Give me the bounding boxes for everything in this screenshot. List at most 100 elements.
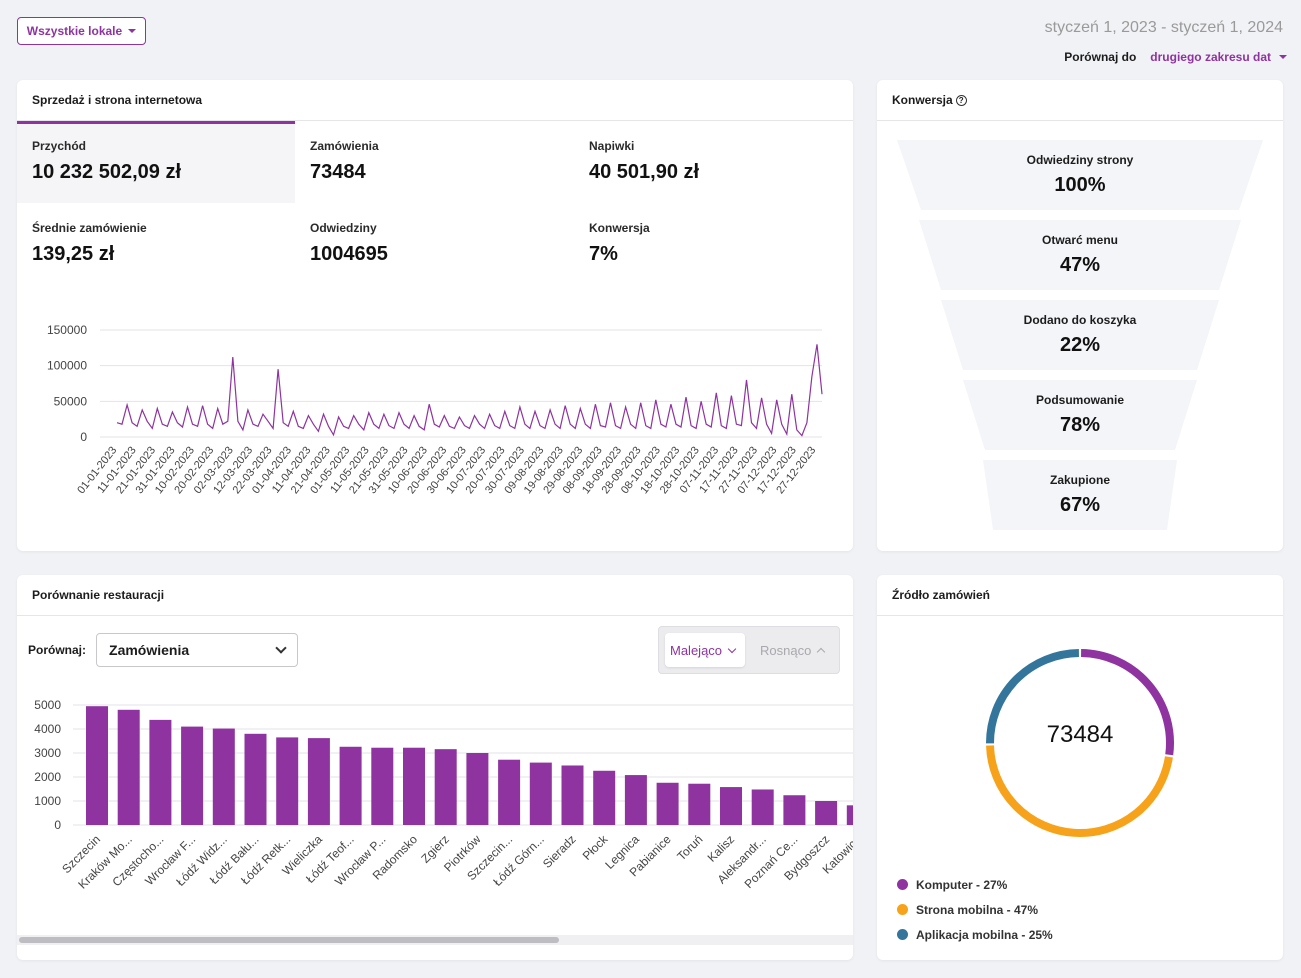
legend-label: Strona mobilna - 47% (916, 902, 1039, 917)
x-tick-label: Sieradz (540, 832, 579, 871)
funnel-step[interactable]: Odwiedziny strony 100% (877, 140, 1283, 210)
metric-tips[interactable]: Napiwki 40 501,90 zł (574, 121, 852, 203)
caret-down-icon (128, 29, 137, 33)
compare-to: Porównaj do drugiego zakresu dat (1064, 50, 1287, 64)
funnel-step-value: 78% (1059, 414, 1101, 436)
metric-label: Konwersja (589, 221, 650, 235)
bar (529, 762, 552, 825)
bar (117, 709, 140, 825)
bar (149, 719, 172, 825)
y-tick-label: 5000 (34, 698, 61, 712)
legend-dot (897, 879, 908, 890)
compare-to-value: drugiego zakresu dat (1150, 50, 1271, 64)
order-source-card: Źródło zamówień 73484 Komputer - 27% Str… (877, 575, 1283, 960)
question-circle-icon[interactable]: ? (955, 94, 967, 106)
funnel-shape (897, 140, 1263, 210)
compare-to-dropdown[interactable]: drugiego zakresu dat (1150, 50, 1287, 64)
y-tick-label: 3000 (34, 746, 61, 760)
y-tick-label: 100000 (47, 359, 87, 373)
compare-selector-row: Porównaj: Zamówienia (28, 633, 299, 667)
y-tick-label: 2000 (34, 770, 61, 784)
metric-value: 10 232 502,09 zł (32, 161, 182, 183)
metric-revenue[interactable]: Przychód 10 232 502,09 zł (17, 121, 295, 203)
funnel-step-label: Zakupione (1049, 473, 1110, 487)
funnel-step[interactable]: Zakupione 67% (877, 460, 1283, 530)
metric-value: 1004695 (310, 243, 388, 265)
funnel-step[interactable]: Podsumowanie 78% (877, 380, 1283, 450)
conversion-title: Konwersja (892, 93, 953, 107)
compare-metric-value: Zamówienia (109, 642, 190, 658)
bar (561, 765, 584, 825)
order-source-legend: Komputer - 27% Strona mobilna - 47% Apli… (897, 872, 1053, 947)
funnel-shape (941, 300, 1219, 370)
chevron-down-icon (275, 642, 287, 654)
y-tick-label: 50000 (54, 394, 88, 408)
funnel-step[interactable]: Dodano do koszyka 22% (877, 300, 1283, 370)
sales-card-title: Sprzedaż i strona internetowa (17, 80, 853, 121)
metric-visits[interactable]: Odwiedziny 1004695 (295, 203, 573, 285)
metric-value: 73484 (310, 161, 366, 183)
bar (688, 783, 711, 825)
order-source-donut-chart (986, 649, 1174, 837)
metric-value: 139,25 zł (32, 243, 115, 265)
y-tick-label: 0 (54, 818, 61, 832)
date-range[interactable]: styczeń 1, 2023 - styczeń 1, 2024 (1044, 19, 1283, 36)
metric-value: 40 501,90 zł (589, 161, 700, 183)
bar (624, 775, 647, 825)
funnel-step-value: 47% (1059, 254, 1101, 276)
metric-conversion[interactable]: Konwersja 7% (574, 203, 852, 285)
line-series (116, 344, 823, 437)
sales-card: Sprzedaż i strona internetowa Przychód 1… (17, 80, 853, 551)
order-source-card-title: Źródło zamówień (877, 575, 1283, 616)
funnel-trapezoid (983, 460, 1177, 530)
bar (751, 789, 774, 825)
bar (815, 801, 838, 825)
locations-label: Wszystkie lokale (26, 24, 123, 38)
horizontal-scrollbar[interactable] (17, 935, 853, 945)
legend-item[interactable]: Aplikacja mobilna - 25% (897, 922, 1053, 947)
bar (466, 753, 489, 825)
metric-avg-order[interactable]: Średnie zamówienie 139,25 zł (17, 203, 295, 285)
caret-down-icon (1279, 55, 1287, 59)
legend-label: Komputer - 27% (916, 877, 1008, 892)
y-tick-label: 4000 (34, 722, 61, 736)
legend-label: Aplikacja mobilna - 25% (916, 927, 1053, 942)
bar (307, 738, 330, 825)
funnel-shape (919, 220, 1241, 290)
locations-dropdown-button[interactable]: Wszystkie lokale (17, 17, 146, 45)
compare-metric-select[interactable]: Zamówienia (96, 633, 299, 667)
scrollbar-thumb[interactable] (19, 937, 559, 943)
metric-value: 7% (589, 243, 618, 265)
metric-label: Przychód (32, 139, 87, 153)
sort-ascending-button[interactable]: Rosnąco (755, 633, 829, 667)
funnel-shape (983, 460, 1177, 530)
donut-slice (1081, 649, 1174, 756)
restaurant-comparison-card: Porównanie restauracji Porównaj: Zamówie… (17, 575, 853, 960)
funnel-trapezoid (897, 140, 1263, 210)
revenue-line-chart: 15000010000050000001-01-202311-01-202321… (47, 323, 823, 496)
bar (593, 770, 616, 825)
sort-toggle: Malejąco Rosnąco (658, 626, 840, 674)
compare-label: Porównaj: (28, 643, 87, 657)
bar (846, 805, 853, 825)
legend-item[interactable]: Strona mobilna - 47% (897, 897, 1053, 922)
y-tick-label: 0 (80, 430, 87, 444)
donut-slice (986, 649, 1080, 744)
bar (498, 759, 521, 825)
bar (403, 747, 425, 825)
bar (656, 782, 679, 825)
compare-to-label: Porównaj do (1064, 50, 1137, 64)
funnel-step-value: 67% (1059, 494, 1101, 516)
legend-item[interactable]: Komputer - 27% (897, 872, 1053, 897)
funnel-step[interactable]: Otwarć menu 47% (877, 220, 1283, 290)
bar (181, 726, 204, 825)
metric-label: Odwiedziny (310, 221, 377, 235)
sort-descending-button[interactable]: Malejąco (665, 633, 745, 667)
metric-label: Zamówienia (310, 139, 379, 153)
metric-orders[interactable]: Zamówienia 73484 (295, 121, 573, 203)
conversion-card-title: Konwersja ? (877, 80, 1283, 121)
funnel-step-label: Odwiedziny strony (1026, 153, 1134, 167)
donut-slice (986, 745, 1173, 837)
bar (720, 787, 742, 825)
bar (276, 737, 299, 825)
